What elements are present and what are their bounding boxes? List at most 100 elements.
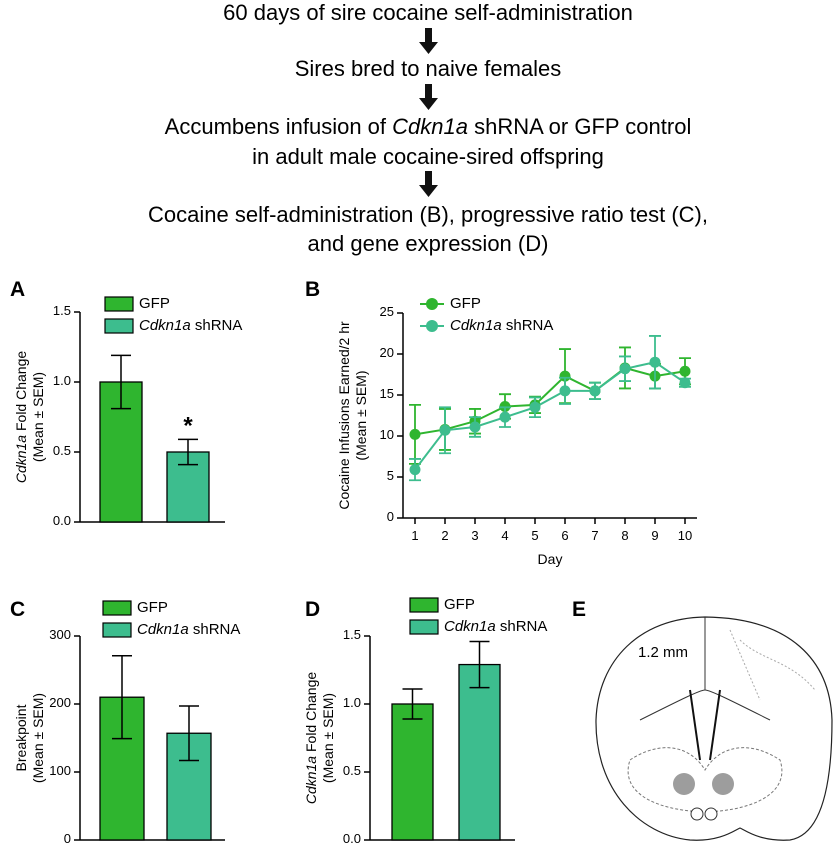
y-tick-label: 0: [64, 831, 71, 846]
point: [589, 385, 601, 397]
panel-letter: C: [10, 598, 25, 621]
legend-swatch: [104, 318, 134, 334]
y-tick-label: 1.0: [53, 373, 71, 388]
panel-e: E 1.2 mm: [572, 598, 833, 841]
flow-text: in adult male cocaine-sired offspring: [252, 144, 604, 169]
point: [559, 385, 571, 397]
legend-label: GFP: [139, 295, 170, 312]
bar: [458, 663, 501, 841]
panel-letter: A: [10, 278, 25, 301]
arrow: [419, 171, 438, 197]
legend-label: Cdkn1a shRNA: [139, 317, 242, 334]
y-axis-label: Breakpoint: [13, 704, 29, 771]
y-tick-label: 0.0: [53, 513, 71, 528]
point: [679, 365, 691, 377]
y-tick-label: 1.5: [343, 627, 361, 642]
point: [409, 464, 421, 476]
brain-line: [690, 807, 704, 821]
brain-line: [704, 807, 718, 821]
x-tick-label: 9: [651, 528, 658, 543]
infusion-site: [712, 773, 734, 795]
y-tick-label: 20: [380, 345, 394, 360]
point: [679, 377, 691, 389]
y-axis-label: Cocaine Infusions Earned/2 hr: [336, 321, 352, 510]
x-tick-label: 4: [501, 528, 508, 543]
point: [439, 424, 451, 436]
y-axis-label: (Mean ± SEM): [320, 693, 336, 783]
arrow: [419, 28, 438, 54]
flow-text: 60 days of sire cocaine self-administrat…: [223, 0, 633, 25]
y-tick-label: 300: [49, 627, 71, 642]
y-tick-label: 10: [380, 427, 394, 442]
x-tick-label: 10: [678, 528, 692, 543]
x-tick-label: 2: [441, 528, 448, 543]
x-axis-label: Day: [538, 551, 563, 567]
legend-swatch: [104, 296, 134, 312]
series-line: [414, 366, 686, 436]
x-tick-label: 3: [471, 528, 478, 543]
y-axis-label: Cdkn1a Fold Change: [13, 351, 29, 484]
flow-step: 60 days of sire cocaine self-administrat…: [223, 0, 633, 25]
y-tick-label: 200: [49, 695, 71, 710]
panel-letter: D: [305, 598, 320, 621]
point: [529, 401, 541, 413]
legend-marker: [426, 320, 438, 332]
x-tick-label: 1: [411, 528, 418, 543]
legend-label: GFP: [444, 596, 475, 613]
legend-swatch: [409, 597, 439, 613]
flow-text: Cdkn1a: [392, 114, 468, 139]
point: [619, 363, 631, 375]
y-axis-label: Cdkn1a Fold Change: [303, 672, 319, 805]
error-bar: [469, 640, 490, 689]
brain-line: [729, 629, 816, 701]
panel-letter: B: [305, 278, 320, 301]
legend-swatch: [102, 622, 132, 638]
flow-text: Cocaine self-administration (B), progres…: [148, 202, 708, 227]
y-axis-label: (Mean ± SEM): [30, 693, 46, 783]
flow: 60 days of sire cocaine self-administrat…: [148, 0, 708, 256]
y-axis-label: (Mean ± SEM): [30, 372, 46, 462]
y-axis-label: (Mean ± SEM): [353, 370, 369, 460]
brain-line: [639, 617, 771, 721]
x-tick-label: 8: [621, 528, 628, 543]
flow-step: and gene expression (D): [308, 231, 549, 256]
brain-line: [627, 747, 783, 813]
legend-label: Cdkn1a shRNA: [450, 317, 553, 334]
y-tick-label: 100: [49, 763, 71, 778]
ventricle: [689, 689, 721, 761]
x-tick-label: 6: [561, 528, 568, 543]
legend-swatch: [102, 600, 132, 616]
flow-text: and gene expression (D): [308, 231, 549, 256]
flow-text: Accumbens infusion of: [165, 114, 392, 139]
y-tick-label: 0.0: [343, 831, 361, 846]
flow-step: in adult male cocaine-sired offspring: [252, 144, 604, 169]
y-tick-label: 0.5: [53, 443, 71, 458]
point: [649, 356, 661, 368]
legend-label: Cdkn1a shRNA: [444, 618, 547, 635]
legend-swatch: [409, 619, 439, 635]
y-tick-label: 1.5: [53, 303, 71, 318]
legend-label: Cdkn1a shRNA: [137, 621, 240, 638]
flow-step: Cocaine self-administration (B), progres…: [148, 202, 708, 227]
error-bar: [112, 654, 132, 740]
legend-label: GFP: [450, 295, 481, 312]
legend-label: GFP: [137, 599, 168, 616]
x-tick-label: 7: [591, 528, 598, 543]
error-bar: [178, 438, 198, 466]
error-bar: [179, 705, 199, 762]
flow-step: Sires bred to naive females: [295, 56, 562, 81]
y-tick-label: 15: [380, 386, 394, 401]
y-tick-label: 0: [387, 509, 394, 524]
flow-step: Accumbens infusion of Cdkn1a shRNA or GF…: [165, 114, 692, 139]
bar: [391, 703, 434, 841]
infusion-site: [673, 773, 695, 795]
series-line: [414, 361, 686, 471]
y-tick-label: 1.0: [343, 695, 361, 710]
point: [499, 411, 511, 423]
x-tick-label: 5: [531, 528, 538, 543]
error-bar: [111, 354, 131, 410]
arrow: [419, 84, 438, 110]
y-tick-label: 0.5: [343, 763, 361, 778]
point: [469, 421, 481, 433]
